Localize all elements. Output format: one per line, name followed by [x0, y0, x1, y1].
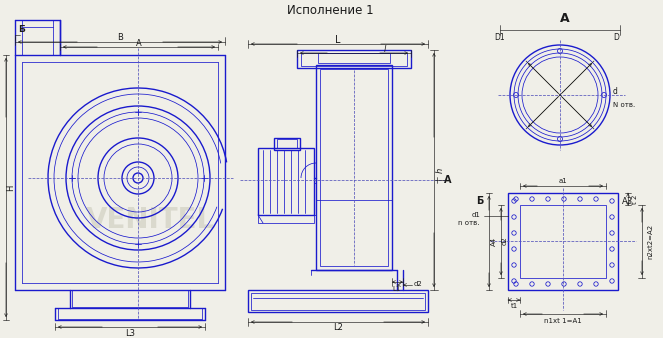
Text: A: A — [136, 39, 142, 48]
Text: N отв.: N отв. — [613, 102, 635, 108]
Text: L3: L3 — [125, 329, 135, 338]
Text: n1xt 1=A1: n1xt 1=A1 — [544, 318, 582, 324]
Text: VENITEL: VENITEL — [86, 206, 215, 234]
Bar — [301, 53, 407, 66]
Bar — [316, 65, 392, 270]
Bar — [248, 290, 428, 312]
Text: H: H — [7, 185, 15, 191]
Text: L1: L1 — [392, 286, 401, 292]
Bar — [297, 50, 411, 68]
Text: A: A — [444, 175, 452, 185]
Bar — [258, 148, 314, 215]
Text: Б: Б — [476, 196, 484, 206]
Text: t 2: t 2 — [632, 194, 638, 204]
Text: A: A — [560, 11, 570, 24]
Text: l: l — [384, 46, 386, 54]
Bar — [318, 53, 390, 63]
Text: D1: D1 — [495, 32, 505, 42]
Text: d: d — [613, 88, 618, 97]
Text: A4: A4 — [491, 237, 497, 246]
Text: h: h — [436, 167, 444, 173]
Text: L2: L2 — [333, 323, 343, 333]
Text: L: L — [335, 35, 341, 45]
Text: A3: A3 — [623, 196, 634, 206]
Text: d1: d1 — [471, 212, 480, 218]
Text: Исполнение 1: Исполнение 1 — [286, 3, 373, 17]
Text: a1: a1 — [559, 178, 568, 184]
Bar — [277, 139, 297, 148]
Text: B: B — [117, 33, 123, 43]
Bar — [320, 69, 388, 266]
Text: d2: d2 — [414, 281, 423, 287]
Bar — [251, 293, 425, 310]
Text: Б: Б — [19, 25, 25, 34]
Bar — [258, 215, 314, 223]
Bar — [508, 193, 618, 290]
Text: n2xt2=A2: n2xt2=A2 — [647, 223, 653, 259]
Text: t1: t1 — [511, 303, 518, 309]
Bar — [274, 138, 300, 150]
Bar — [520, 205, 606, 278]
Text: D: D — [613, 32, 619, 42]
Text: n отв.: n отв. — [459, 220, 480, 226]
Text: d2: d2 — [502, 237, 508, 245]
